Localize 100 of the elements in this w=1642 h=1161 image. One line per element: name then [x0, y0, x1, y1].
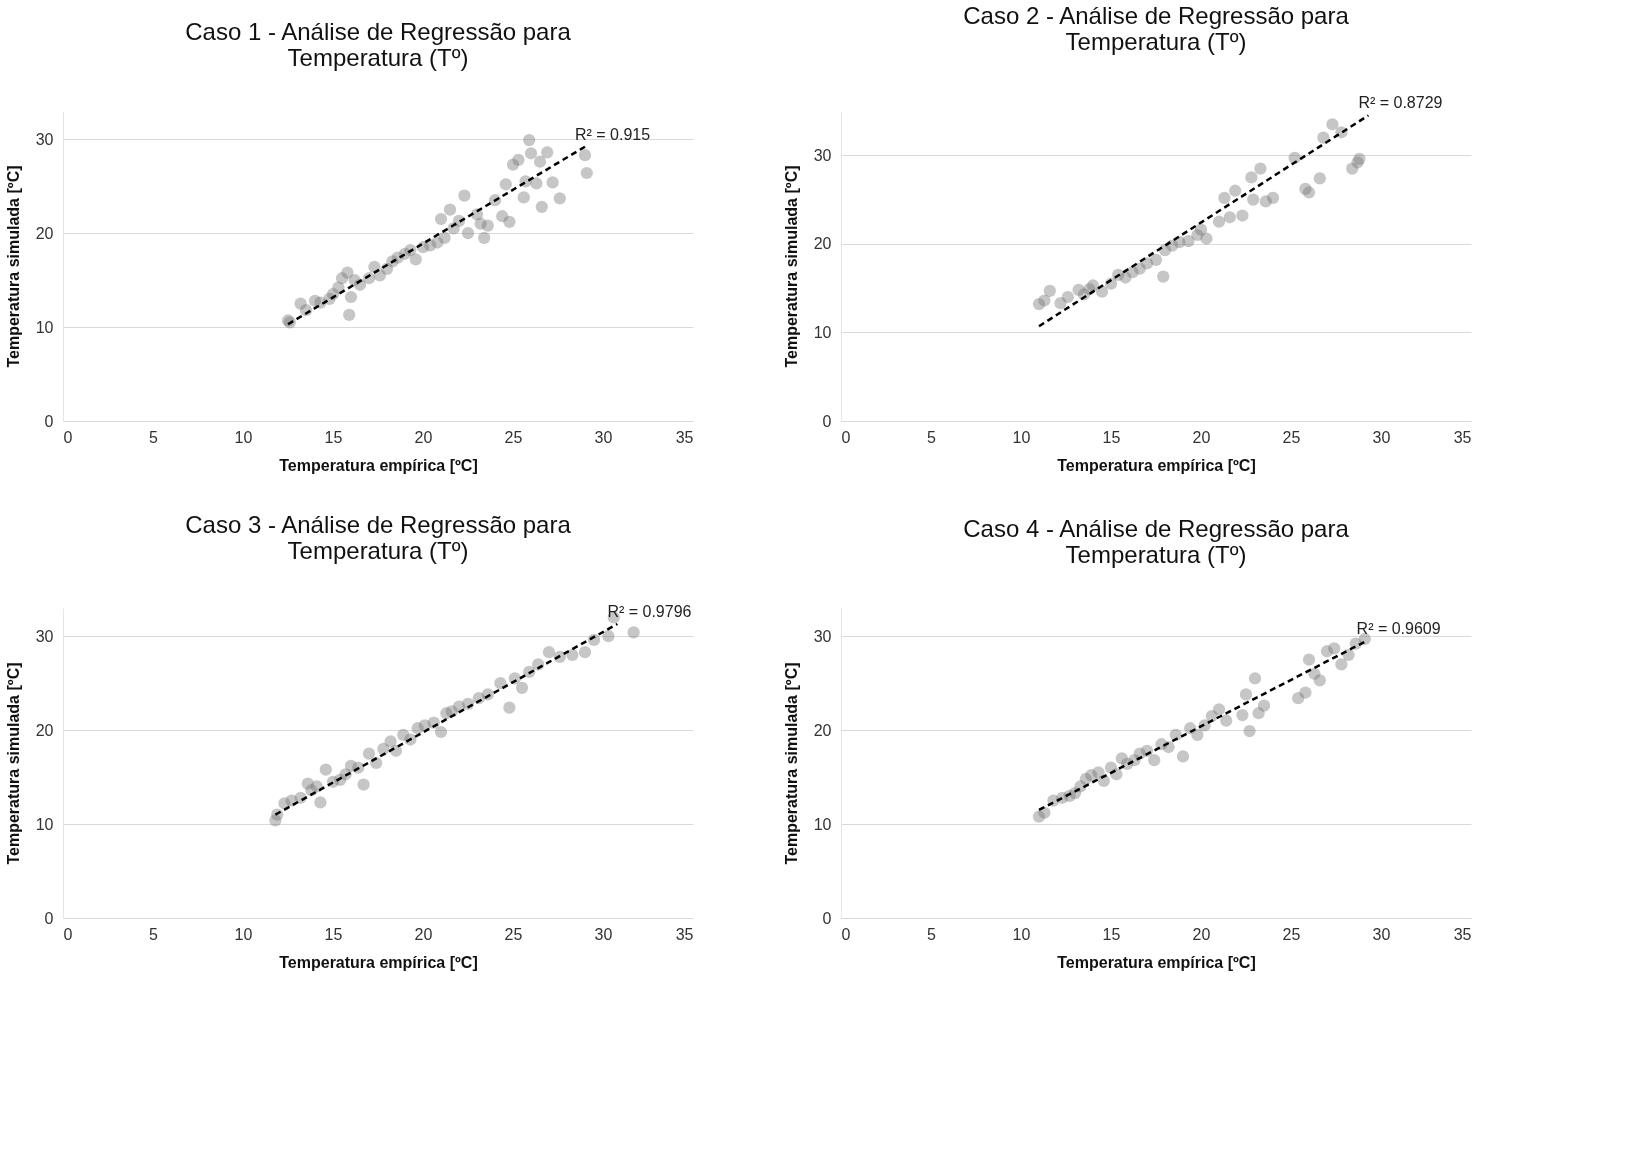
y-tick-label: 20	[813, 721, 832, 739]
point	[553, 192, 566, 205]
point	[499, 178, 512, 191]
x-tick-label: 25	[1282, 925, 1301, 943]
point	[1247, 193, 1260, 206]
point	[1239, 688, 1253, 701]
x-tick-label: 5	[927, 428, 937, 446]
y-axis-title: Temperatura simulada [ºC]	[4, 662, 22, 865]
point	[541, 146, 554, 159]
point	[357, 778, 370, 791]
x-tick-label: 10	[234, 925, 253, 943]
point	[524, 147, 538, 160]
point	[578, 646, 592, 659]
annotation: R² = 0.9609	[1356, 619, 1441, 637]
point	[1243, 724, 1256, 738]
point	[1302, 653, 1316, 666]
point	[1212, 215, 1226, 228]
chart-title: Caso 2 - Análise de Regressão para Temperatura (Tº)	[963, 2, 1350, 56]
y-tick-label: 10	[813, 815, 832, 833]
x-axis-title: Temperatura empírica [ºC]	[279, 953, 478, 971]
point	[1313, 674, 1326, 687]
x-tick-label: 25	[504, 925, 523, 943]
point	[1236, 708, 1249, 722]
x-axis-title: Temperatura empírica [ºC]	[1057, 953, 1256, 971]
point	[530, 177, 543, 190]
point	[503, 215, 516, 228]
x-axis-title: Temperatura empírica [ºC]	[279, 456, 478, 474]
x-tick-label: 15	[1102, 925, 1121, 943]
point	[533, 155, 547, 168]
point	[578, 149, 592, 162]
point	[319, 763, 332, 776]
point	[1194, 223, 1208, 236]
x-tick-label: 30	[594, 428, 613, 446]
x-tick-label: 35	[1453, 925, 1472, 943]
x-tick-label: 10	[1012, 925, 1031, 943]
y-tick-label: 0	[44, 412, 54, 430]
point	[1317, 131, 1330, 144]
point	[1200, 232, 1213, 245]
point	[1149, 253, 1163, 266]
x-tick-label: 30	[1372, 428, 1391, 446]
x-tick-label: 5	[927, 925, 937, 943]
point	[344, 290, 358, 304]
point	[481, 219, 494, 232]
point	[1182, 235, 1195, 248]
x-tick-label: 20	[414, 925, 433, 943]
point	[1148, 754, 1161, 767]
point	[478, 231, 491, 244]
y-tick-label: 10	[35, 318, 54, 336]
point	[1061, 290, 1074, 304]
x-tick-label: 35	[675, 925, 694, 943]
y-tick-label: 30	[35, 130, 54, 148]
y-tick-label: 30	[35, 627, 54, 645]
y-tick-label: 10	[813, 323, 832, 341]
point	[515, 681, 529, 694]
x-tick-label: 25	[1282, 428, 1301, 446]
point	[580, 166, 593, 180]
y-tick-label: 30	[813, 627, 832, 645]
x-tick-label: 0	[841, 925, 851, 943]
point	[1266, 191, 1280, 204]
point	[523, 134, 536, 147]
y-axis-title: Temperatura simulada [ºC]	[782, 662, 800, 865]
point	[438, 231, 451, 244]
point	[546, 176, 559, 189]
annotation: R² = 0.915	[575, 125, 651, 143]
y-tick-label: 20	[35, 721, 54, 739]
point	[1299, 686, 1312, 699]
point	[314, 796, 327, 809]
y-axis-title: Temperatura simulada [ºC]	[782, 165, 800, 368]
point	[1191, 728, 1204, 741]
x-axis-title: Temperatura empírica [ºC]	[1057, 456, 1256, 474]
point	[434, 725, 448, 739]
point	[1257, 699, 1271, 712]
x-tick-label: 20	[1192, 925, 1211, 943]
point	[1220, 714, 1233, 727]
point	[1086, 279, 1100, 292]
point	[1326, 118, 1339, 131]
point	[1236, 209, 1249, 222]
x-tick-label: 35	[675, 428, 694, 446]
point	[384, 735, 397, 748]
point	[1038, 294, 1051, 307]
y-tick-label: 0	[822, 412, 832, 430]
point	[1043, 284, 1056, 297]
point	[627, 626, 640, 639]
chart-title: Caso 3 - Análise de Regressão para Temperatura (Tº)	[185, 510, 572, 564]
point	[517, 191, 530, 204]
x-tick-label: 15	[1102, 428, 1121, 446]
y-tick-label: 10	[35, 815, 54, 833]
point	[461, 227, 475, 240]
point	[1157, 270, 1170, 283]
chart-title: Caso 1 - Análise de Regressão para Temperatura (Tº)	[185, 18, 572, 71]
x-tick-label: 30	[594, 925, 613, 943]
x-tick-label: 0	[63, 925, 73, 943]
point	[1351, 156, 1364, 169]
point	[1218, 191, 1231, 204]
chart-title: Caso 4 - Análise de Regressão para Temperatura (Tº)	[963, 515, 1350, 568]
point	[503, 701, 516, 714]
x-tick-label: 5	[149, 925, 159, 943]
point	[343, 308, 356, 321]
point	[1245, 171, 1258, 184]
y-tick-label: 0	[822, 909, 832, 927]
